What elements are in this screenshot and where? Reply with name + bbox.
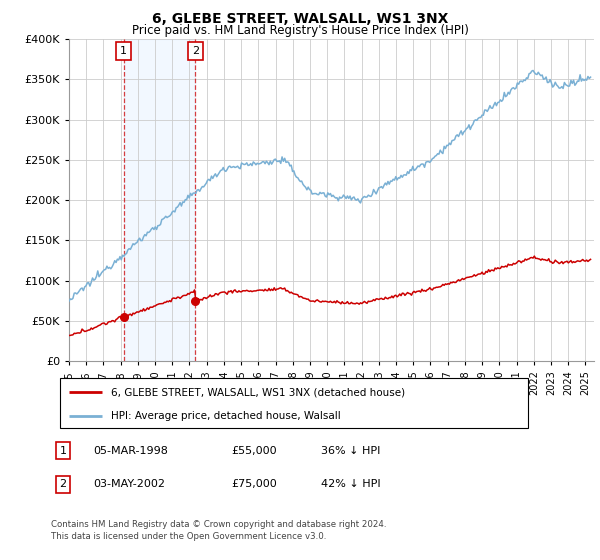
Text: £55,000: £55,000	[231, 446, 277, 456]
Text: 42% ↓ HPI: 42% ↓ HPI	[321, 479, 380, 489]
FancyBboxPatch shape	[60, 378, 528, 428]
Text: 6, GLEBE STREET, WALSALL, WS1 3NX: 6, GLEBE STREET, WALSALL, WS1 3NX	[152, 12, 448, 26]
Text: HPI: Average price, detached house, Walsall: HPI: Average price, detached house, Wals…	[112, 411, 341, 421]
Text: Price paid vs. HM Land Registry's House Price Index (HPI): Price paid vs. HM Land Registry's House …	[131, 24, 469, 36]
Text: 03-MAY-2002: 03-MAY-2002	[93, 479, 165, 489]
Text: 2: 2	[192, 46, 199, 56]
Text: 1: 1	[59, 446, 67, 456]
Text: 6, GLEBE STREET, WALSALL, WS1 3NX (detached house): 6, GLEBE STREET, WALSALL, WS1 3NX (detac…	[112, 387, 406, 397]
Text: 2: 2	[59, 479, 67, 489]
Text: 36% ↓ HPI: 36% ↓ HPI	[321, 446, 380, 456]
Text: 1: 1	[120, 46, 127, 56]
Text: Contains HM Land Registry data © Crown copyright and database right 2024.
This d: Contains HM Land Registry data © Crown c…	[51, 520, 386, 541]
Bar	[124, 39, 196, 361]
Text: £75,000: £75,000	[231, 479, 277, 489]
Text: 05-MAR-1998: 05-MAR-1998	[93, 446, 168, 456]
